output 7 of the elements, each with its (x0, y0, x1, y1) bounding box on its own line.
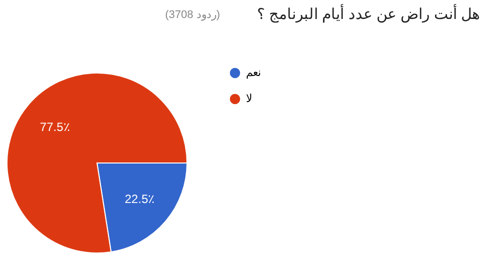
legend-label: نعم (246, 67, 261, 79)
text: هل أنت راض عن عدد أيام البرنامج ؟ (256, 4, 480, 23)
data-label: 22.5٪ (124, 192, 154, 206)
pie-slice (6, 72, 188, 254)
chart-subtitle: (3708 ردود) (165, 9, 220, 21)
data-label: 77.5٪ (40, 120, 70, 134)
legend-label: لا (246, 93, 252, 105)
